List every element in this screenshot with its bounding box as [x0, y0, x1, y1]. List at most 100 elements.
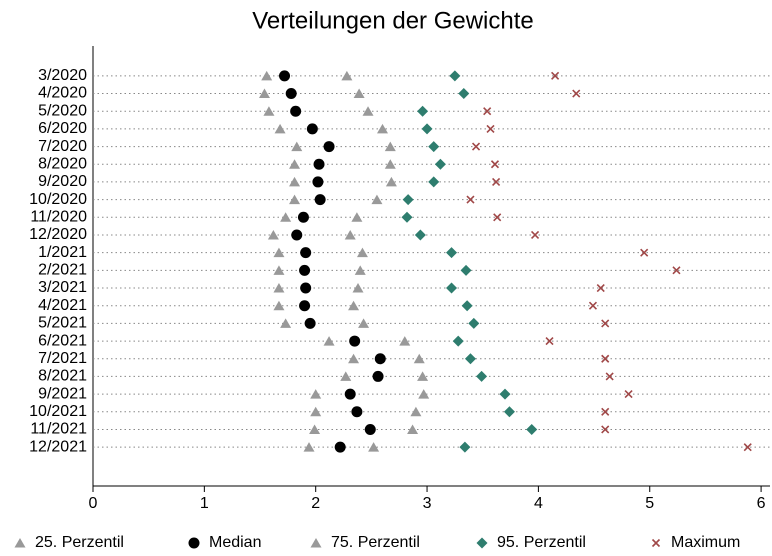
data-point	[476, 370, 488, 382]
x-tick-label: 0	[89, 495, 98, 512]
data-point	[446, 247, 458, 259]
data-point	[417, 105, 429, 117]
data-point	[274, 123, 286, 134]
data-point	[446, 282, 458, 294]
legend-symbol	[651, 538, 661, 548]
data-point	[334, 441, 346, 453]
y-tick-label: 7/2020	[38, 138, 87, 155]
data-point	[417, 371, 429, 381]
data-point	[468, 317, 480, 329]
y-tick-label: 6/2021	[38, 332, 87, 349]
data-point	[291, 229, 303, 241]
data-point	[351, 406, 363, 418]
data-point	[299, 300, 311, 312]
y-tick-label: 8/2021	[38, 368, 87, 385]
data-point	[297, 211, 309, 223]
data-point	[344, 229, 356, 240]
data-point	[401, 211, 413, 223]
legend-label: 75. Perzentil	[331, 534, 420, 551]
data-point	[356, 247, 368, 258]
chart-title: Verteilungen der Gewichte	[252, 7, 534, 34]
data-point	[273, 265, 285, 275]
x-tick-label: 6	[757, 495, 766, 512]
data-point	[312, 176, 324, 188]
data-point	[351, 212, 363, 222]
data-point	[459, 441, 471, 453]
y-tick-label: 2/2021	[38, 262, 87, 279]
data-point	[368, 442, 380, 452]
data-point	[743, 443, 752, 452]
data-point	[418, 389, 430, 399]
data-point	[313, 158, 325, 170]
data-point	[323, 336, 335, 346]
data-point	[340, 371, 352, 381]
y-tick-label: 11/2020	[30, 209, 87, 226]
data-point	[280, 318, 292, 328]
data-point	[348, 353, 360, 364]
data-point	[493, 213, 502, 222]
data-point	[605, 372, 614, 381]
data-point	[289, 176, 301, 187]
data-point	[526, 423, 538, 435]
data-point	[371, 194, 383, 205]
data-point	[483, 107, 492, 116]
data-point	[341, 70, 353, 81]
legend-label: 95. Perzentil	[497, 534, 586, 551]
x-tick-label: 3	[423, 495, 432, 512]
data-point	[385, 176, 397, 187]
data-point	[362, 106, 374, 116]
data-point	[273, 247, 285, 258]
y-tick-label: 10/2020	[29, 191, 87, 208]
data-point	[289, 159, 301, 169]
data-point	[410, 406, 422, 417]
data-point	[428, 141, 440, 153]
data-point	[290, 105, 302, 117]
data-point	[464, 353, 476, 365]
data-point	[428, 176, 440, 188]
y-tick-label: 1/2021	[38, 244, 87, 261]
data-point	[492, 177, 501, 186]
y-tick-label: 11/2021	[30, 421, 87, 438]
data-point	[384, 141, 396, 152]
y-tick-label: 4/2020	[38, 85, 87, 102]
x-tick-label: 2	[311, 495, 320, 512]
data-point	[263, 106, 275, 116]
data-point	[407, 424, 419, 434]
legend-symbol	[476, 537, 488, 549]
data-point	[601, 319, 610, 328]
y-tick-label: 9/2020	[38, 173, 87, 190]
y-tick-label: 12/2020	[29, 226, 87, 243]
x-tick-label: 1	[200, 495, 209, 512]
data-point	[303, 442, 315, 452]
y-tick-label: 3/2021	[38, 279, 87, 296]
data-point	[471, 142, 481, 151]
data-point	[601, 354, 610, 363]
data-point	[421, 123, 433, 135]
y-tick-label: 6/2020	[38, 120, 87, 137]
data-point	[349, 335, 361, 347]
data-point	[572, 89, 581, 98]
data-point	[352, 283, 364, 293]
data-point	[374, 353, 386, 365]
data-point	[413, 353, 425, 364]
data-point	[588, 301, 598, 310]
data-point	[399, 336, 411, 346]
y-tick-label: 5/2021	[38, 315, 87, 332]
data-point	[545, 337, 554, 346]
data-point	[449, 70, 461, 82]
data-point	[402, 194, 414, 206]
data-point	[596, 283, 605, 293]
data-point	[672, 266, 681, 275]
data-point	[310, 389, 322, 399]
data-point	[299, 264, 311, 276]
y-tick-label: 12/2021	[29, 438, 87, 455]
data-point	[384, 159, 396, 169]
x-tick-label: 4	[534, 495, 543, 512]
y-tick-label: 9/2021	[38, 385, 87, 402]
y-tick-label: 8/2020	[38, 155, 87, 172]
data-point	[461, 300, 473, 312]
data-point	[499, 388, 511, 400]
data-point	[261, 70, 273, 81]
data-point	[458, 88, 470, 100]
